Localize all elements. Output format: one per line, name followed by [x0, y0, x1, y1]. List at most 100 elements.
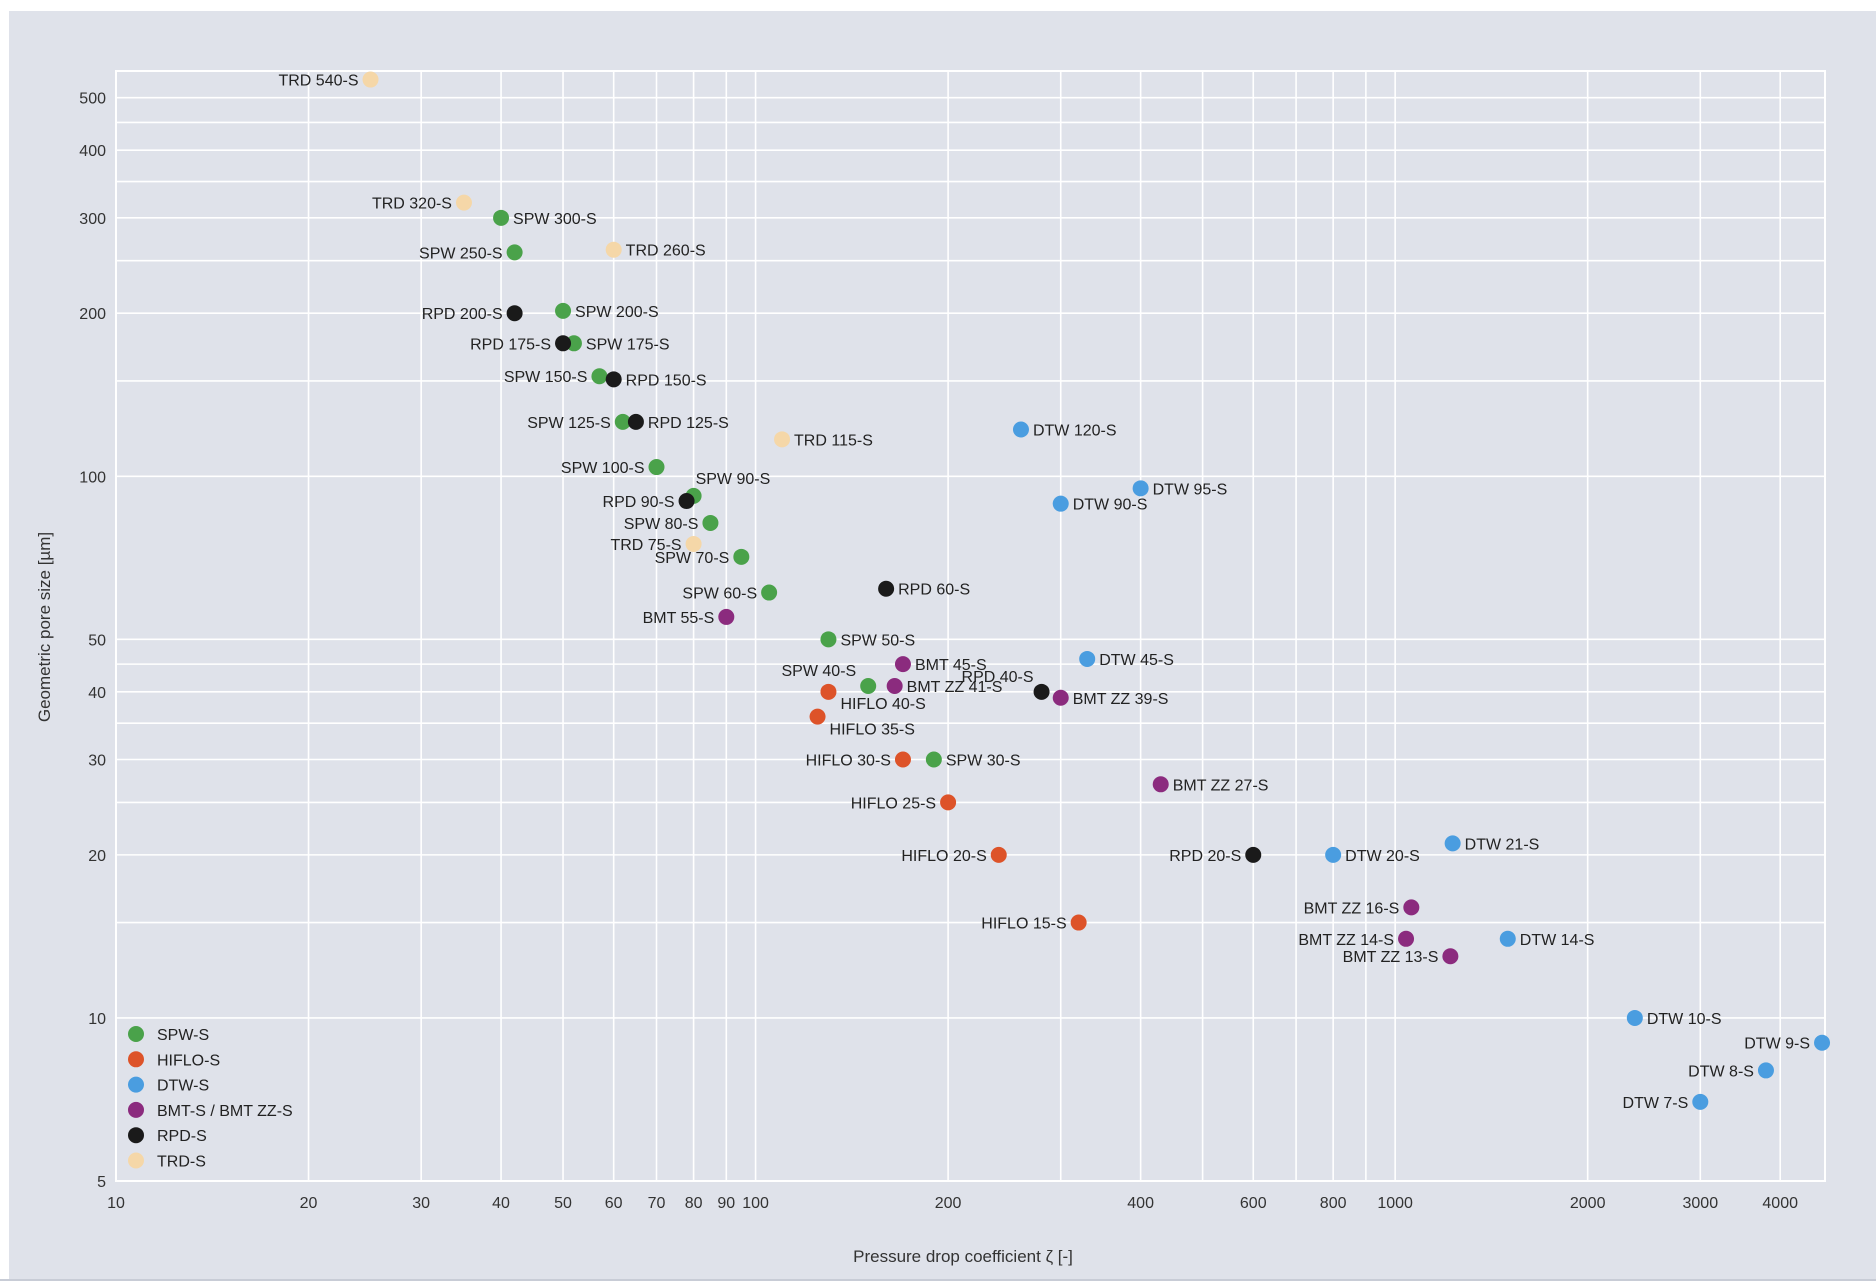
data-label: SPW 60-S	[682, 586, 757, 603]
data-point	[894, 656, 911, 673]
legend-marker	[128, 1076, 144, 1093]
data-point	[455, 194, 472, 211]
data-point	[761, 584, 778, 601]
x-tick-label: 200	[935, 1195, 962, 1212]
data-point	[886, 678, 903, 695]
data-point	[1079, 650, 1096, 667]
x-tick-label: 3000	[1683, 1195, 1719, 1212]
data-point	[685, 535, 702, 552]
data-label: TRD 260-S	[626, 243, 706, 260]
data-point	[1398, 930, 1415, 947]
y-axis-label: Geometric pore size [µm]	[35, 532, 54, 722]
data-label: BMT ZZ 16-S	[1304, 900, 1400, 917]
data-label: DTW 8-S	[1688, 1063, 1754, 1080]
data-point	[1052, 495, 1069, 512]
data-point	[1757, 1062, 1774, 1079]
y-tick-label: 10	[88, 1011, 106, 1028]
x-tick-label: 60	[605, 1195, 623, 1212]
data-label: HIFLO 15-S	[981, 916, 1066, 933]
y-tick-label: 500	[79, 91, 106, 108]
data-point	[820, 631, 837, 648]
x-tick-label: 20	[300, 1195, 318, 1212]
x-tick-label: 1000	[1377, 1195, 1413, 1212]
data-label: DTW 10-S	[1647, 1011, 1722, 1028]
data-label: DTW 14-S	[1520, 932, 1595, 949]
bottom-divider	[0, 1279, 1876, 1281]
data-point	[820, 683, 837, 700]
data-label: BMT ZZ 14-S	[1298, 932, 1394, 949]
legend-marker	[128, 1127, 144, 1144]
data-point	[733, 548, 750, 565]
data-point	[990, 846, 1007, 863]
data-label: RPD 125-S	[648, 415, 729, 432]
data-label: SPW 175-S	[586, 336, 670, 353]
data-point	[774, 431, 791, 448]
x-tick-label: 800	[1320, 1195, 1347, 1212]
data-label: DTW 21-S	[1465, 836, 1540, 853]
legend-label: TRD-S	[157, 1154, 206, 1171]
data-label: DTW 9-S	[1744, 1036, 1810, 1053]
data-label: RPD 60-S	[898, 582, 970, 599]
x-tick-label: 80	[685, 1195, 703, 1212]
data-label: SPW 50-S	[840, 632, 915, 649]
data-point	[1070, 914, 1087, 931]
data-point	[614, 413, 631, 430]
data-point	[1499, 930, 1516, 947]
chart-background	[9, 11, 1876, 1279]
data-point	[555, 335, 572, 352]
x-axis-label: Pressure drop coefficient ζ [-]	[853, 1247, 1073, 1266]
data-label: SPW 90-S	[696, 471, 771, 488]
data-point	[605, 241, 622, 258]
x-tick-label: 70	[648, 1195, 666, 1212]
data-point	[1626, 1009, 1643, 1026]
data-label: SPW 125-S	[527, 415, 611, 432]
data-point	[718, 608, 735, 625]
data-label: DTW 120-S	[1033, 422, 1117, 439]
data-point	[1442, 948, 1459, 965]
data-point	[555, 302, 572, 319]
legend-marker	[128, 1051, 144, 1068]
data-point	[940, 794, 957, 811]
data-label: BMT ZZ 39-S	[1073, 691, 1169, 708]
grid-lines	[115, 70, 1826, 1182]
data-label: BMT 45-S	[915, 657, 987, 674]
data-label: RPD 90-S	[603, 494, 675, 511]
legend-marker	[128, 1152, 144, 1169]
y-tick-label: 40	[88, 685, 106, 702]
y-tick-label: 50	[88, 632, 106, 649]
legend-label: RPD-S	[157, 1128, 207, 1145]
data-point	[878, 580, 895, 597]
data-point	[1814, 1034, 1831, 1051]
data-point	[894, 751, 911, 768]
data-point	[627, 413, 644, 430]
y-tick-label: 5	[97, 1174, 106, 1191]
data-points: SPW 300-S SPW 250-S SPW 200-S SPW 175-S SPW …	[278, 71, 1831, 1112]
data-label: BMT 55-S	[643, 610, 715, 627]
data-label: TRD 540-S	[278, 73, 358, 90]
data-label: DTW 45-S	[1099, 652, 1174, 669]
data-point	[1012, 421, 1029, 438]
data-point	[648, 459, 665, 476]
data-label: BMT ZZ 13-S	[1343, 949, 1439, 966]
data-label: HIFLO 25-S	[851, 795, 936, 812]
data-label: HIFLO 40-S	[840, 696, 925, 713]
x-tick-label: 40	[492, 1195, 510, 1212]
data-label: DTW 90-S	[1073, 497, 1148, 514]
x-tick-label: 400	[1127, 1195, 1154, 1212]
data-point	[591, 368, 608, 385]
data-label: SPW 30-S	[946, 752, 1021, 769]
data-label: RPD 150-S	[626, 372, 707, 389]
x-tick-label: 2000	[1570, 1195, 1606, 1212]
x-tick-label: 30	[412, 1195, 430, 1212]
legend-label: HIFLO-S	[157, 1052, 220, 1069]
data-label: SPW 150-S	[504, 369, 588, 386]
data-point	[702, 514, 719, 531]
x-tick-label: 50	[554, 1195, 572, 1212]
data-label: TRD 320-S	[372, 196, 452, 213]
data-label: HIFLO 30-S	[806, 752, 891, 769]
data-point	[506, 305, 523, 322]
y-tick-label: 200	[79, 306, 106, 323]
data-point	[1152, 776, 1169, 793]
data-label: RPD 40-S	[962, 669, 1034, 686]
